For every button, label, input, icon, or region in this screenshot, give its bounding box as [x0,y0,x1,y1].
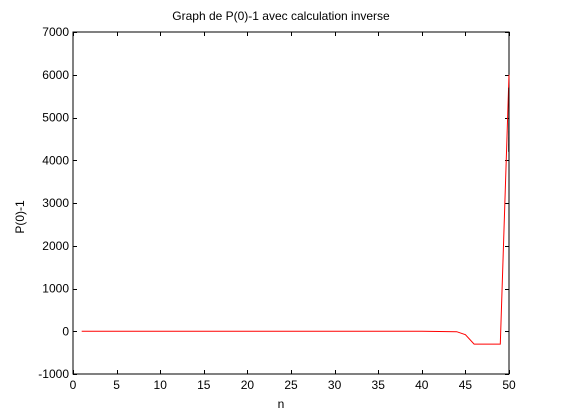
y-tick-label: 5000 [42,111,69,125]
y-tick-label: -1000 [38,367,69,381]
x-tick-label: 35 [372,378,386,392]
axes-box [72,31,510,375]
chart-title: Graph de P(0)-1 avec calculation inverse [172,9,390,23]
y-tick-label: 2000 [42,239,69,253]
x-tick-label: 50 [502,378,516,392]
y-tick-label: 0 [62,324,69,338]
series-line [81,74,510,345]
y-tick-label: 7000 [42,25,69,39]
y-tick-label: 6000 [42,68,69,82]
x-tick-label: 40 [415,378,429,392]
y-tick-label: 4000 [42,153,69,167]
x-tick-label: 30 [328,378,342,392]
x-tick-label: 5 [113,378,120,392]
x-tick-label: 45 [459,378,473,392]
x-tick-label: 25 [284,378,298,392]
x-tick-label: 15 [197,378,211,392]
x-tick-label: 0 [70,378,77,392]
x-tick-label: 20 [241,378,255,392]
y-tick-label: 3000 [42,196,69,210]
x-tick-label: 10 [154,378,168,392]
x-axis-label: n [277,397,285,411]
y-tick-label: 1000 [42,282,69,296]
